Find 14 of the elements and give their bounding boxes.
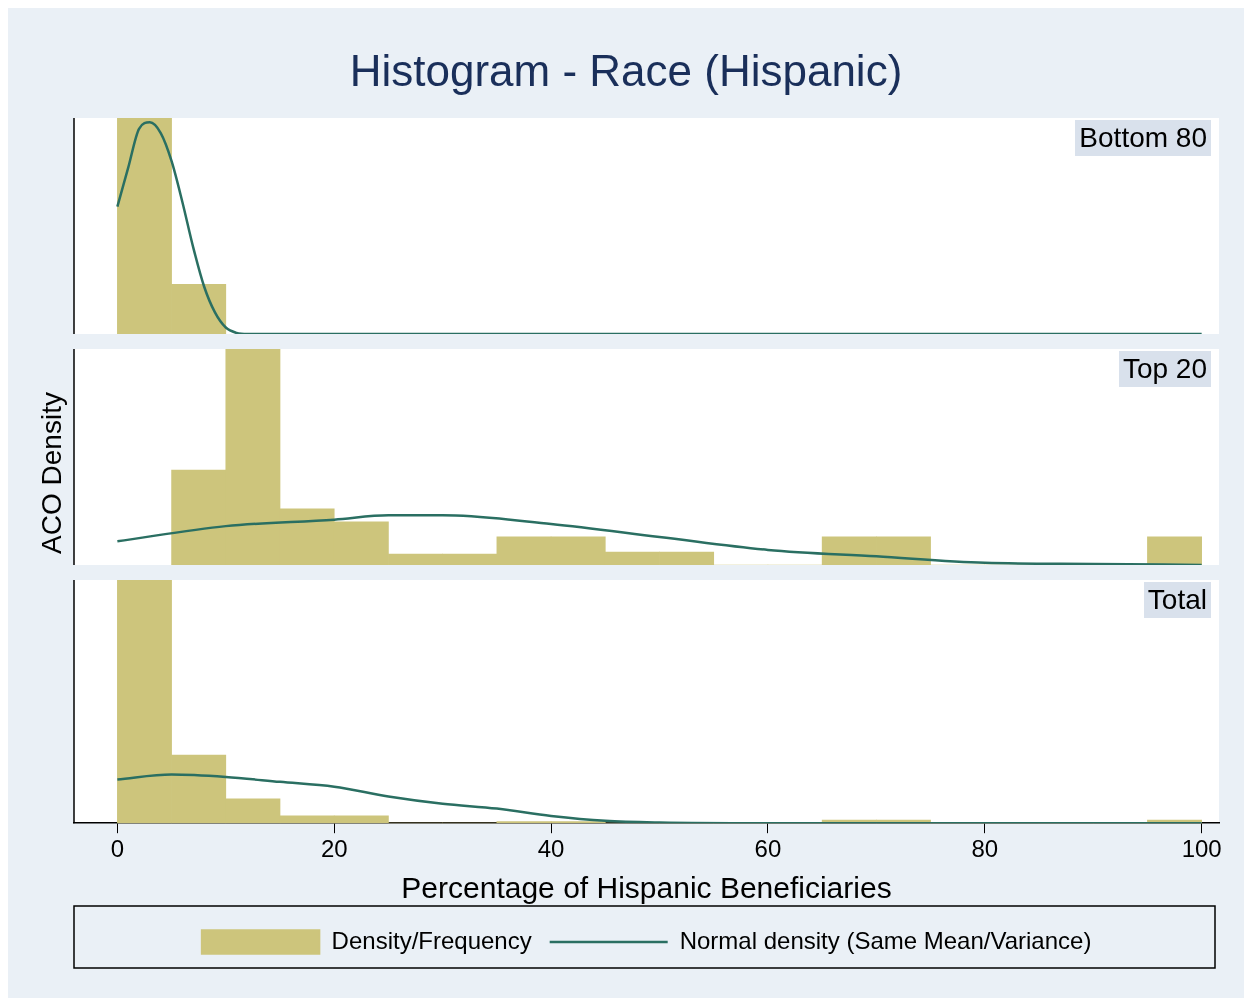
x-axis-title: Percentage of Hispanic Beneficiaries [401, 871, 892, 905]
x-tick-label: 100 [1181, 835, 1222, 863]
chart-subtitle: Total [1143, 582, 1211, 618]
chart-title: Histogram - Race (Hispanic) [348, 46, 904, 96]
x-tick-label: 60 [754, 835, 782, 863]
chart-subtitle: Bottom 80 [1075, 120, 1211, 156]
chart-subtitle: Top 20 [1118, 351, 1211, 387]
legend-label: Normal density (Same Mean/Variance) [679, 926, 1092, 954]
y-axis-title: ACO Density [35, 392, 68, 554]
legend-label: Density/Frequency [331, 926, 532, 954]
x-tick-label: 80 [971, 835, 999, 863]
x-tick-label: 0 [110, 835, 125, 863]
x-tick-label: 40 [537, 835, 565, 863]
x-tick-label: 20 [320, 835, 348, 863]
